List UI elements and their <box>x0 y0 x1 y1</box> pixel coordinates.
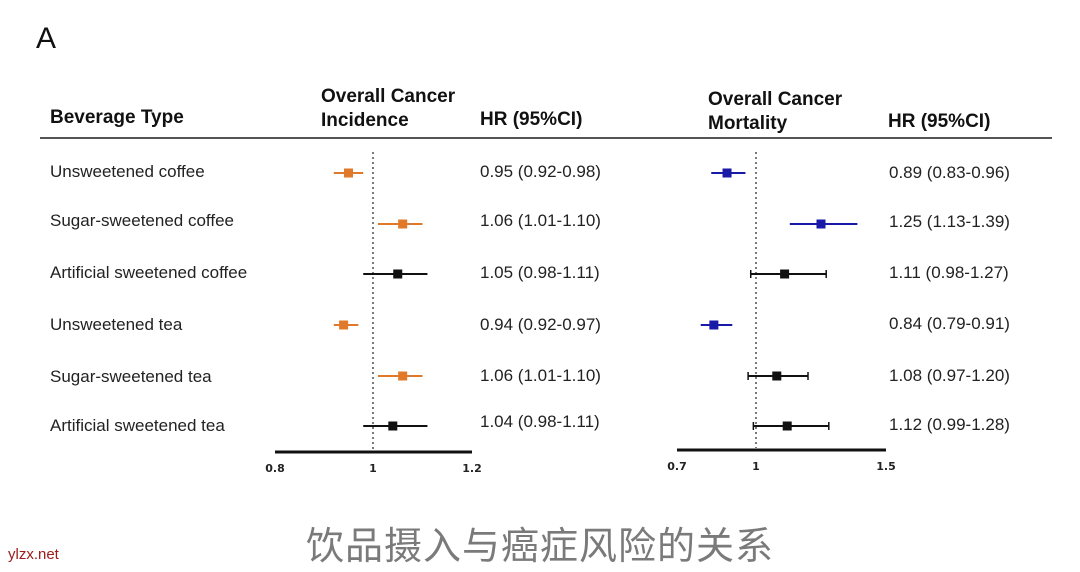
incidence-hr-value: 1.06 (1.01-1.10) <box>480 366 601 385</box>
mortality-hr-value: 1.12 (0.99-1.28) <box>889 415 1010 434</box>
incidence-tick-label: 1 <box>369 462 377 475</box>
header-mortality-line1: Overall Cancer <box>708 89 843 110</box>
header-mortality: Overall Cancer Mortality <box>708 88 878 136</box>
mortality-hr-value: 1.08 (0.97-1.20) <box>889 366 1010 385</box>
row-label: Unsweetened tea <box>50 315 183 334</box>
incidence-hr-value: 1.04 (0.98-1.11) <box>480 412 600 431</box>
header-rule <box>40 137 1052 139</box>
mortality-tick-label: 1 <box>752 460 760 473</box>
mortality-hr-point <box>780 269 790 279</box>
incidence-tick-label: 1.2 <box>462 462 482 475</box>
mortality-tick-label: 1.5 <box>876 460 896 473</box>
row-label: Artificial sweetened tea <box>50 416 225 435</box>
mortality-hr-value: 0.84 (0.79-0.91) <box>889 314 1010 333</box>
incidence-hr-point <box>344 168 353 178</box>
header-beverage-type: Beverage Type <box>50 107 184 128</box>
row-label: Artificial sweetened coffee <box>50 263 248 282</box>
mortality-hr-point <box>772 371 782 381</box>
header-incidence-line1: Overall Cancer <box>321 86 456 107</box>
panel-label: A <box>36 22 57 55</box>
incidence-hr-point <box>393 269 403 279</box>
incidence-hr-value: 0.94 (0.92-0.97) <box>480 315 601 334</box>
incidence-hr-point <box>398 219 408 229</box>
incidence-hr-value: 1.05 (0.98-1.11) <box>480 263 600 282</box>
header-incidence-line2: Incidence <box>321 110 409 131</box>
header-hr-incidence: HR (95%CI) <box>480 109 583 130</box>
mortality-hr-point <box>709 320 719 330</box>
mortality-hr-value: 1.11 (0.98-1.27) <box>889 263 1009 282</box>
incidence-hr-point <box>398 371 408 381</box>
incidence-tick-label: 0.8 <box>265 462 285 475</box>
row-label: Sugar-sweetened coffee <box>50 211 234 230</box>
header-hr-mortality: HR (95%CI) <box>888 111 991 132</box>
mortality-tick-label: 0.7 <box>667 460 687 473</box>
mortality-hr-value: 1.25 (1.13-1.39) <box>889 212 1010 231</box>
mortality-hr-point <box>782 421 792 431</box>
mortality-hr-value: 0.89 (0.83-0.96) <box>889 163 1010 182</box>
watermark: ylzx.net <box>8 546 59 563</box>
header-mortality-line2: Mortality <box>708 113 788 134</box>
forest-plots: 0.8 1 1.2 0.7 1 1.5 <box>265 152 896 475</box>
incidence-hr-value: 0.95 (0.92-0.98) <box>480 162 601 181</box>
incidence-hr-point <box>339 320 349 330</box>
incidence-hr-value: 1.06 (1.01-1.10) <box>480 211 601 230</box>
row-label: Unsweetened coffee <box>50 162 205 181</box>
row-label: Sugar-sweetened tea <box>50 367 212 386</box>
mortality-hr-point <box>816 219 826 229</box>
header-incidence: Overall Cancer Incidence <box>321 85 491 133</box>
mortality-hr-point <box>722 168 732 178</box>
incidence-hr-point <box>388 421 398 431</box>
footer-title: 饮品摄入与癌症风险的关系 <box>305 524 774 568</box>
